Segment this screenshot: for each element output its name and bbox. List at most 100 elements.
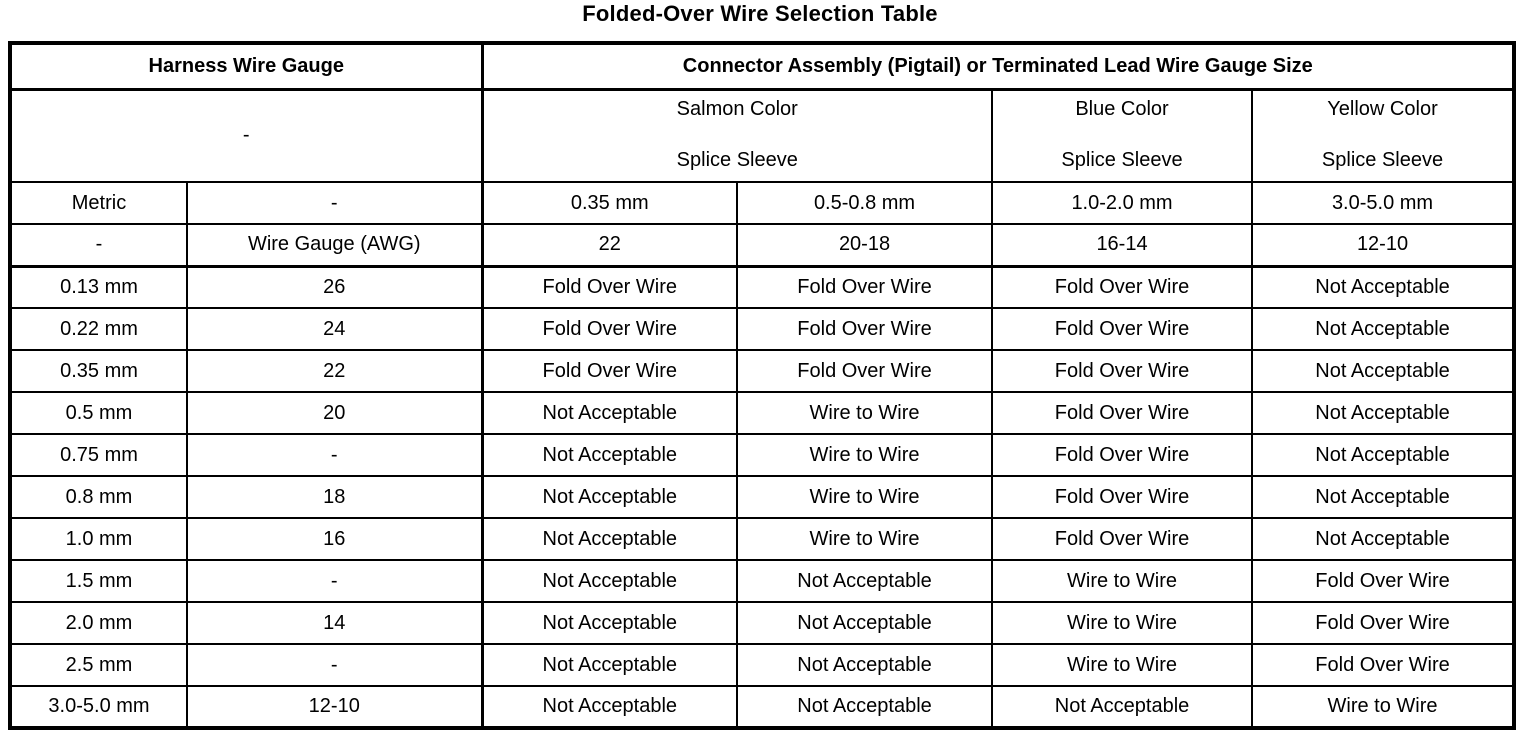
table-cell: Wire to Wire [736, 517, 994, 561]
table-cell: Fold Over Wire [991, 349, 1254, 393]
cell-metric-label: Metric [9, 181, 188, 225]
table-cell: Fold Over Wire [991, 475, 1254, 519]
table-header-row: Harness Wire Gauge Connector Assembly (P… [8, 42, 1516, 91]
table-cell: Not Acceptable [736, 559, 994, 603]
cell-metric-size: 1.0-2.0 mm [991, 181, 1254, 225]
table-cell: Not Acceptable [1251, 265, 1516, 309]
table-cell: Not Acceptable [1251, 433, 1516, 477]
table-cell: Not Acceptable [480, 685, 739, 729]
table-cell: 12-10 [185, 685, 484, 729]
table-row: 2.5 mm - Not Acceptable Not Acceptable Wire … [9, 643, 1516, 687]
salmon-splice-sleeve-text: Salmon Color Splice Sleeve [485, 91, 990, 172]
cell-metric-size: 0.5-0.8 mm [736, 181, 994, 225]
table-cell: 3.0-5.0 mm [9, 685, 188, 729]
splice-sleeve-row: - Salmon Color Splice Sleeve Blue Color … [8, 88, 1516, 183]
table-cell: - [185, 559, 484, 603]
salmon-splice-sleeve-label: Splice Sleeve [676, 148, 798, 171]
table-cell: Wire to Wire [736, 391, 994, 435]
table-row: 0.8 mm 18 Not Acceptable Wire to Wire Fold O… [9, 475, 1516, 519]
table-cell: Fold Over Wire [736, 307, 994, 351]
table-cell: Fold Over Wire [991, 433, 1254, 477]
table-cell: Fold Over Wire [480, 307, 739, 351]
awg-size-row: - Wire Gauge (AWG) 22 20-18 16-14 12-10 [9, 223, 1516, 268]
table-row: 0.35 mm 22 Fold Over Wire Fold Over Wire Fol… [9, 349, 1516, 393]
table-cell: Wire to Wire [736, 475, 994, 519]
table-cell: 24 [185, 307, 484, 351]
table-cell: 26 [185, 265, 484, 309]
metric-size-row: Metric - 0.35 mm 0.5-0.8 mm 1.0-2.0 mm 3… [9, 181, 1516, 225]
yellow-color-label: Yellow Color [1327, 97, 1438, 120]
table-head: Harness Wire Gauge Connector Assembly (P… [8, 42, 1516, 268]
table-cell: Wire to Wire [991, 559, 1254, 603]
table-row: 0.75 mm - Not Acceptable Wire to Wire Fold O… [9, 433, 1516, 477]
table-cell: Not Acceptable [480, 433, 739, 477]
cell-awg-size: 12-10 [1251, 223, 1516, 268]
table-cell: 1.5 mm [9, 559, 188, 603]
table-cell: 0.8 mm [9, 475, 188, 519]
table-cell: Not Acceptable [480, 601, 739, 645]
page-title: Folded-Over Wire Selection Table [582, 1, 938, 26]
table-cell: Not Acceptable [736, 685, 994, 729]
blue-color-label: Blue Color [1075, 97, 1169, 120]
table-cell: Not Acceptable [480, 559, 739, 603]
table-cell: Fold Over Wire [736, 349, 994, 393]
table-cell: 20 [185, 391, 484, 435]
blue-splice-sleeve-text: Blue Color Splice Sleeve [994, 91, 1250, 172]
cell-yellow-splice-sleeve: Yellow Color Splice Sleeve [1251, 88, 1516, 183]
table-cell: Fold Over Wire [991, 391, 1254, 435]
table-cell: Not Acceptable [480, 643, 739, 687]
header-harness-wire-gauge: Harness Wire Gauge [8, 42, 484, 91]
table-cell: 0.35 mm [9, 349, 188, 393]
table-row: 0.5 mm 20 Not Acceptable Wire to Wire Fold O… [9, 391, 1516, 435]
table-cell: Fold Over Wire [1251, 643, 1516, 687]
cell-awg-dash: - [9, 223, 188, 268]
table-cell: Fold Over Wire [480, 265, 739, 309]
table-cell: 2.5 mm [9, 643, 188, 687]
table-cell: 0.22 mm [9, 307, 188, 351]
cell-awg-size: 22 [480, 223, 739, 268]
table-row: 3.0-5.0 mm 12-10 Not Acceptable Not Accepta… [9, 685, 1516, 729]
table-cell: 2.0 mm [9, 601, 188, 645]
cell-blue-splice-sleeve: Blue Color Splice Sleeve [991, 88, 1254, 183]
table-cell: 1.0 mm [9, 517, 188, 561]
header-connector-assembly: Connector Assembly (Pigtail) or Terminat… [480, 42, 1516, 91]
salmon-color-label: Salmon Color [676, 97, 798, 120]
blue-splice-sleeve-label: Splice Sleeve [1061, 148, 1183, 171]
table-cell: 0.75 mm [9, 433, 188, 477]
cell-salmon-splice-sleeve: Salmon Color Splice Sleeve [480, 88, 994, 183]
table-cell: Not Acceptable [736, 643, 994, 687]
table-cell: Not Acceptable [1251, 517, 1516, 561]
table-cell: 22 [185, 349, 484, 393]
table-cell: 0.5 mm [9, 391, 188, 435]
table-cell: Not Acceptable [1251, 391, 1516, 435]
table-cell: Not Acceptable [736, 601, 994, 645]
table-body: 0.13 mm 26 Fold Over Wire Fold Over Wire Fol… [9, 265, 1516, 729]
table-row: 2.0 mm 14 Not Acceptable Not Acceptable Wire… [9, 601, 1516, 645]
table-row: 0.22 mm 24 Fold Over Wire Fold Over Wire Fol… [9, 307, 1516, 351]
table-cell: Wire to Wire [736, 433, 994, 477]
cell-harness-dash: - [8, 88, 484, 183]
table-cell: Fold Over Wire [991, 517, 1254, 561]
table-cell: Not Acceptable [480, 391, 739, 435]
table-cell: - [185, 643, 484, 687]
table-cell: Wire to Wire [991, 643, 1254, 687]
table-cell: 0.13 mm [9, 265, 188, 309]
cell-metric-size: 0.35 mm [480, 181, 739, 225]
table-cell: Fold Over Wire [991, 265, 1254, 309]
table-cell: 14 [185, 601, 484, 645]
yellow-splice-sleeve-text: Yellow Color Splice Sleeve [1254, 91, 1512, 172]
yellow-splice-sleeve-label: Splice Sleeve [1321, 148, 1444, 171]
table-cell: Not Acceptable [480, 517, 739, 561]
cell-awg-label: Wire Gauge (AWG) [185, 223, 484, 268]
table-cell: 16 [185, 517, 484, 561]
cell-metric-size: 3.0-5.0 mm [1251, 181, 1516, 225]
table-cell: Fold Over Wire [1251, 601, 1516, 645]
table-cell: Fold Over Wire [480, 349, 739, 393]
table-cell: Not Acceptable [480, 475, 739, 519]
table-cell: Not Acceptable [991, 685, 1254, 729]
table-cell: Wire to Wire [991, 601, 1254, 645]
table-cell: Not Acceptable [1251, 307, 1516, 351]
table-cell: - [185, 433, 484, 477]
wire-selection-table: Harness Wire Gauge Connector Assembly (P… [8, 41, 1517, 730]
